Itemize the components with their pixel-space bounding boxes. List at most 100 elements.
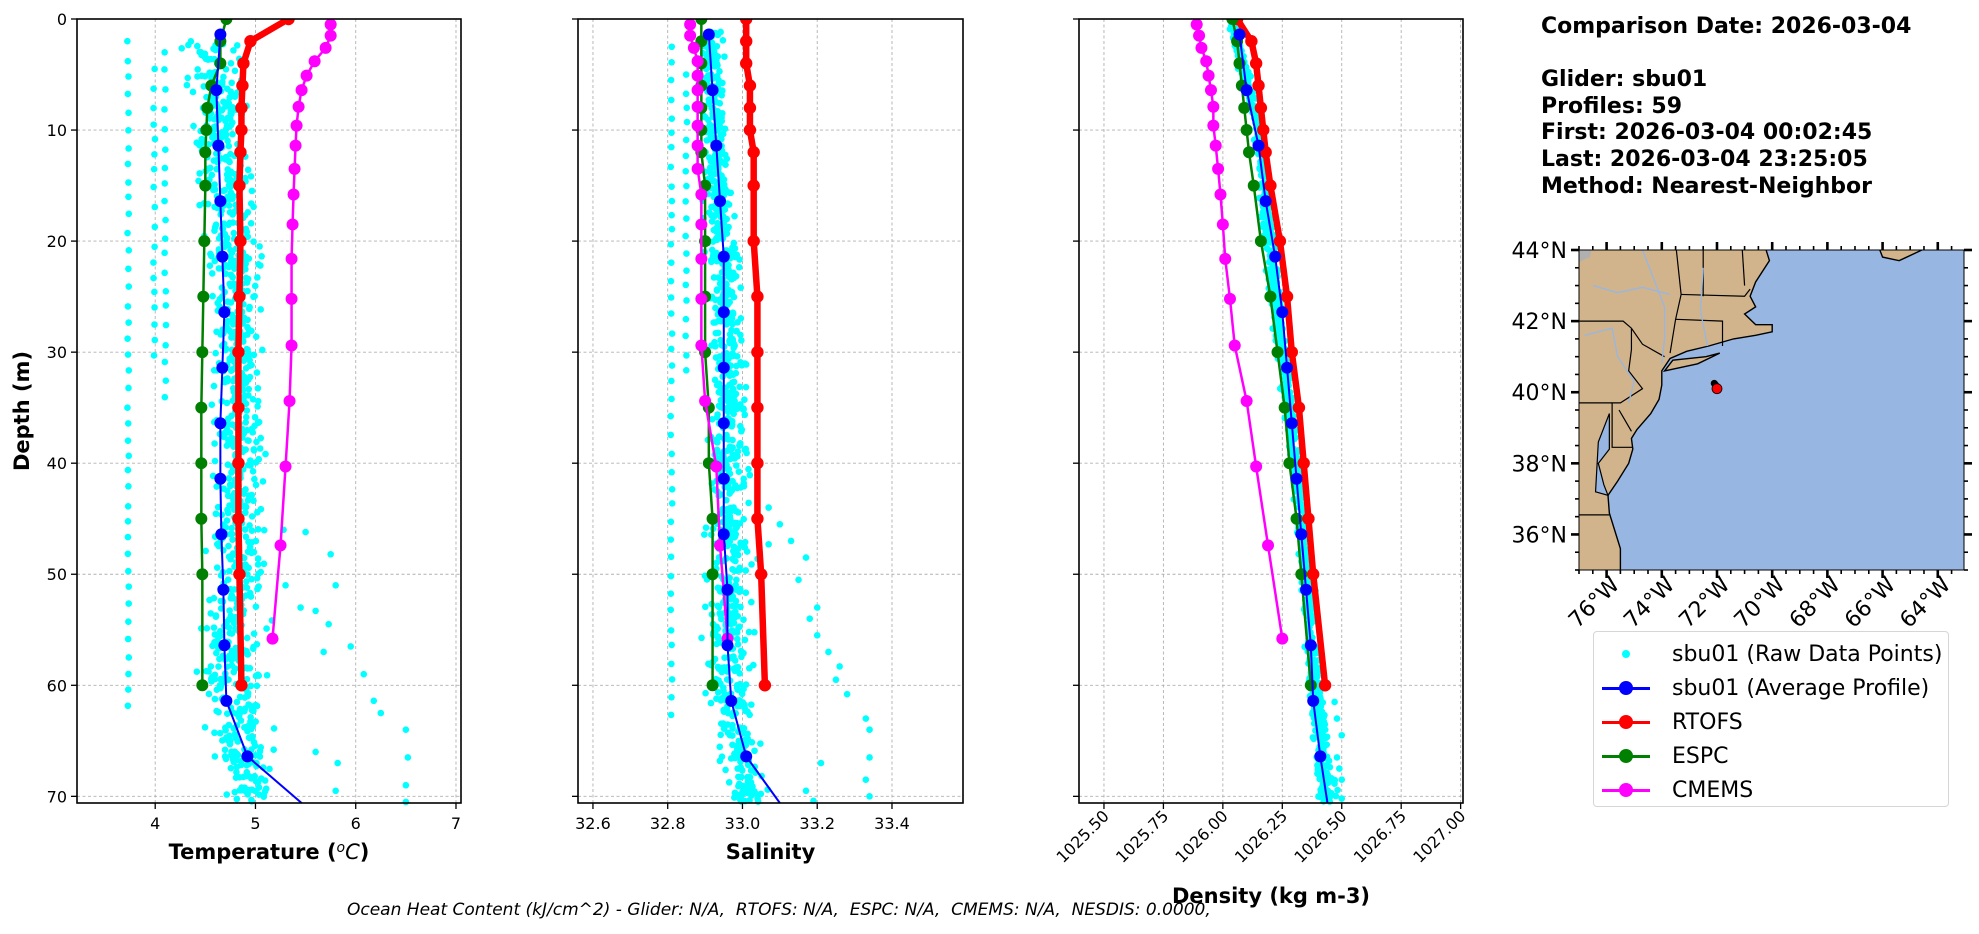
raw-data-point: [746, 471, 754, 479]
raw-data-point: [222, 156, 229, 163]
raw-data-point: [1302, 546, 1310, 554]
raw-data-point: [728, 627, 736, 634]
series-marker: [710, 139, 723, 152]
raw-data-point: [248, 733, 256, 740]
series-marker: [274, 539, 287, 552]
series-marker: [1292, 401, 1306, 414]
series-marker: [714, 195, 727, 208]
x-tick-label: 1025.50: [1053, 806, 1113, 866]
series-marker: [1250, 460, 1263, 473]
series-marker: [717, 528, 730, 541]
series-marker: [217, 583, 230, 596]
raw-data-point: [750, 661, 757, 669]
series-marker: [234, 234, 247, 248]
raw-data-point: [682, 71, 690, 78]
raw-data-point: [250, 446, 258, 453]
raw-data-point: [151, 135, 159, 143]
raw-data-point: [242, 509, 249, 516]
salinity-panel: 32.6 32.8 33.0 33.2 33.4 Salinity: [572, 18, 964, 864]
ocean-heat-content-note: Ocean Heat Content (kJ/cm^2) - Glider: N…: [347, 900, 1211, 920]
raw-data-point: [246, 589, 254, 597]
lake: [1579, 250, 1592, 262]
legend-label: ESPC: [1672, 743, 1729, 769]
raw-data-point: [246, 362, 254, 370]
raw-data-point: [254, 561, 262, 568]
raw-data-point: [740, 479, 748, 487]
raw-data-point: [734, 641, 742, 648]
series-line: [235, 19, 291, 686]
raw-data-point: [210, 594, 218, 602]
legend-item-rtofs: RTOFS: [1594, 705, 1948, 739]
series-marker: [691, 84, 704, 97]
raw-data-point: [226, 209, 234, 216]
raw-data-point: [162, 287, 170, 295]
raw-data-point: [704, 72, 712, 79]
y-tick-label: 30: [47, 343, 67, 362]
raw-data-point: [150, 121, 157, 128]
raw-data-point: [222, 727, 229, 734]
series-marker: [195, 401, 208, 414]
x-tick-label: 1025.75: [1112, 806, 1172, 866]
raw-data-point: [124, 160, 132, 168]
raw-data-point: [254, 555, 262, 562]
raw-data-point: [185, 41, 192, 49]
series-marker: [279, 460, 292, 473]
raw-data-point: [150, 274, 157, 282]
raw-data-point: [247, 682, 255, 690]
raw-data-point: [730, 269, 737, 277]
raw-data-point: [249, 396, 257, 403]
raw-data-point: [229, 594, 237, 602]
raw-data-point: [193, 668, 201, 675]
raw-data-point: [668, 115, 676, 122]
raw-data-point: [334, 759, 341, 767]
y-tick-label: 10: [47, 121, 67, 140]
legend-item-raw: sbu01 (Raw Data Points): [1594, 637, 1948, 671]
raw-data-point: [220, 98, 227, 106]
series-marker: [195, 457, 208, 470]
raw-data-point: [227, 328, 235, 336]
raw-data-point: [683, 104, 691, 112]
series-marker: [212, 139, 225, 152]
y-tick-label: 0: [57, 10, 67, 29]
raw-data-point: [667, 143, 675, 151]
raw-data-point: [250, 238, 257, 246]
raw-data-point: [1320, 714, 1327, 721]
series-marker: [740, 750, 753, 763]
raw-data-point: [247, 173, 255, 180]
raw-data-point: [682, 90, 690, 98]
river: [1699, 267, 1708, 347]
series-marker: [1238, 101, 1251, 114]
raw-data-point: [255, 570, 262, 577]
raw-data-point: [716, 67, 723, 75]
raw-data-point: [254, 525, 262, 533]
series-cmems: [684, 19, 734, 645]
raw-data-point: [226, 607, 233, 614]
raw-data-point: [162, 302, 170, 309]
raw-data-point: [207, 250, 214, 258]
raw-data-point: [227, 60, 235, 67]
series-marker: [1252, 139, 1265, 152]
raw-data-point: [717, 131, 724, 139]
raw-data-point: [667, 536, 675, 543]
raw-data-point: [161, 106, 168, 113]
series-marker: [295, 84, 308, 97]
series-marker: [1207, 119, 1220, 132]
raw-data-point: [150, 259, 157, 266]
raw-data-point: [667, 606, 675, 614]
raw-data-point: [211, 440, 218, 447]
raw-data-point: [813, 604, 821, 611]
raw-data-point: [731, 342, 738, 350]
raw-data-point: [720, 687, 727, 694]
raw-data-point: [227, 253, 234, 260]
last-time: Last: 2026-03-04 23:25:05: [1541, 146, 1868, 172]
raw-data-point: [248, 786, 256, 794]
raw-data-point: [370, 697, 378, 705]
raw-data-point: [721, 53, 728, 60]
raw-data-point: [745, 628, 753, 636]
series-marker: [218, 306, 231, 319]
raw-data-point: [241, 392, 249, 400]
raw-data-point: [124, 303, 132, 310]
x-tick-label: 33.4: [874, 814, 910, 833]
raw-data-point: [205, 690, 213, 698]
degree-superscript: o: [337, 840, 346, 856]
